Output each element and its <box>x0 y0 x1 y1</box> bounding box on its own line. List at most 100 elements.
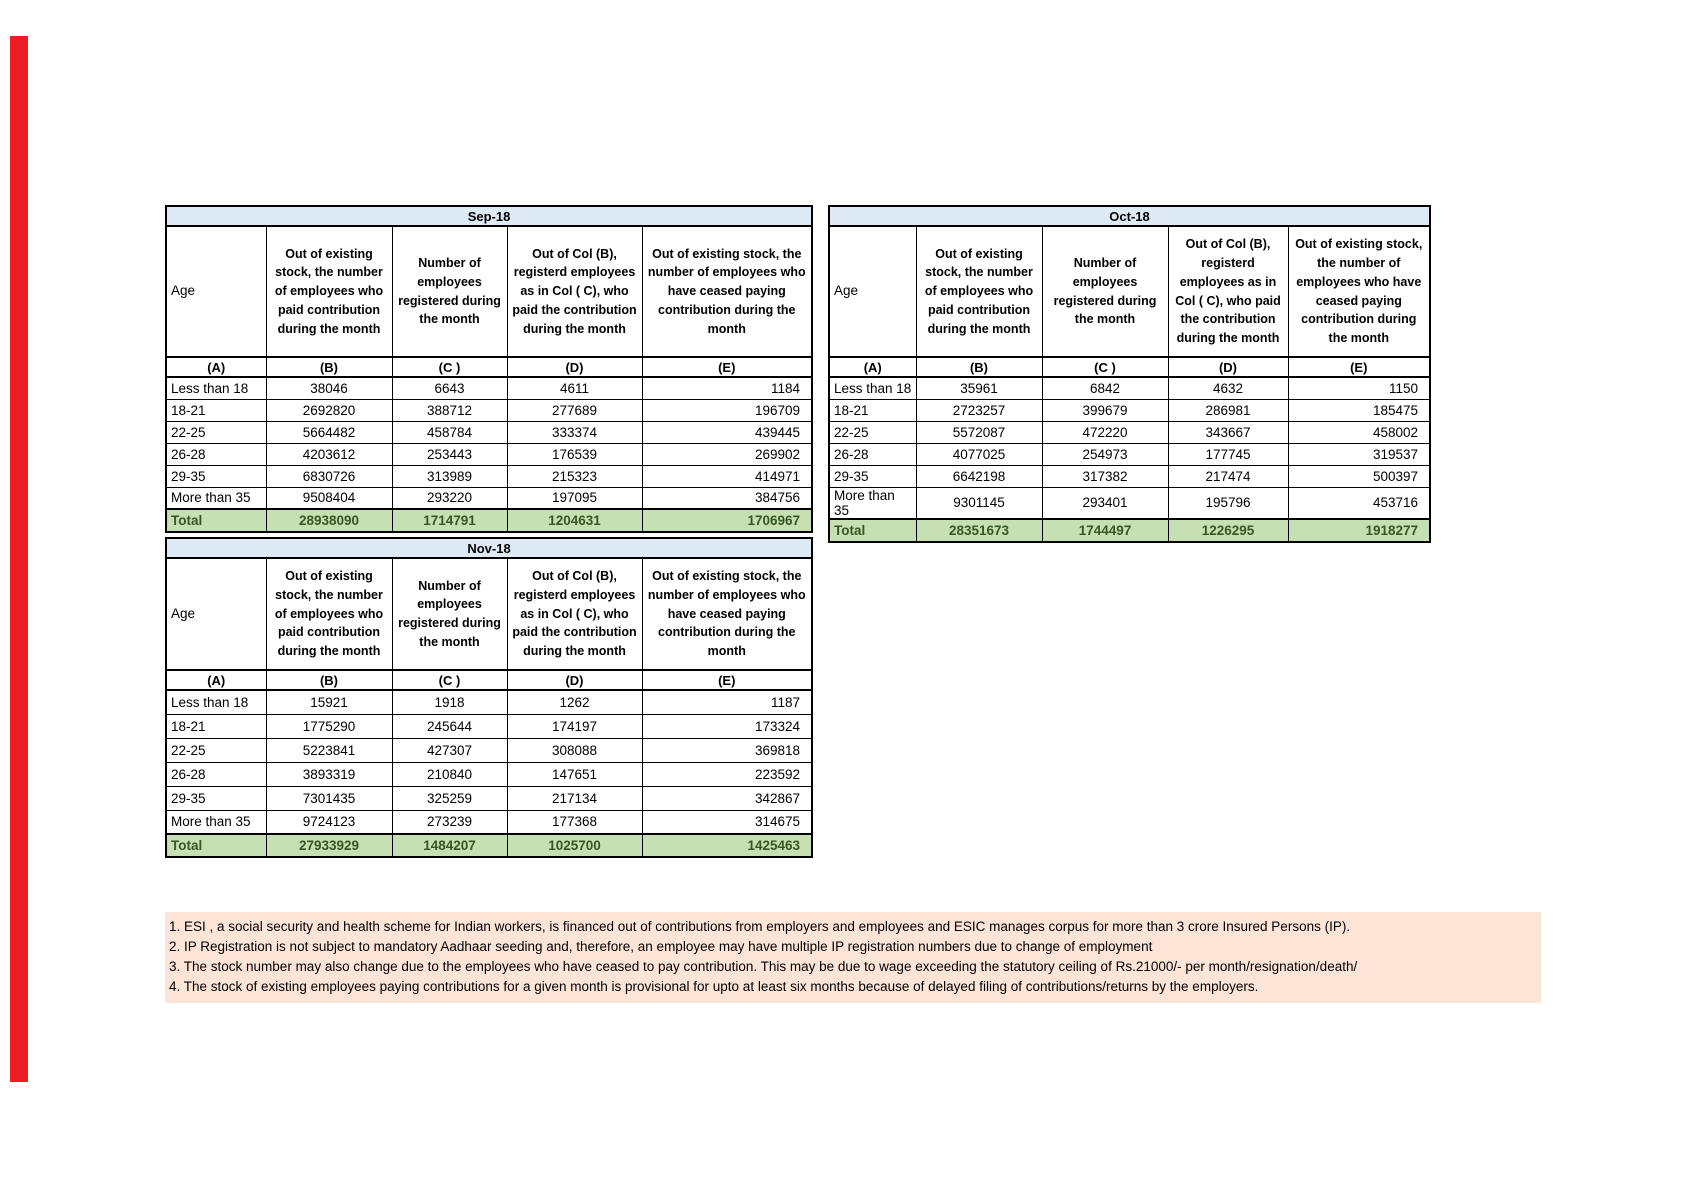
cell-value-e: 223592 <box>641 761 813 787</box>
cell-value-b: 35961 <box>915 376 1043 400</box>
cell-value-b: 4077025 <box>915 442 1043 466</box>
cell-value-b: 5223841 <box>265 737 393 763</box>
cell-age-group: 29-35 <box>165 785 267 811</box>
cell-value-d: 217474 <box>1167 464 1289 488</box>
table-row: 22-25 5664482 458784 333374 439445 <box>165 420 813 444</box>
cell-age-group: More than 35 <box>165 809 267 835</box>
cell-value-d: 308088 <box>506 737 643 763</box>
col-letter-b: (B) <box>265 356 393 378</box>
cell-value-d: 217134 <box>506 785 643 811</box>
table-nov-18: Nov-18 Age Out of existing stock, the numb… <box>165 537 814 858</box>
total-label: Total <box>165 508 267 533</box>
cell-value-e: 173324 <box>641 713 813 739</box>
cell-value-c: 245644 <box>391 713 508 739</box>
cell-value-e: 269902 <box>641 442 813 466</box>
cell-value-b: 9724123 <box>265 809 393 835</box>
col-header-c: Number of employees registered during th… <box>1041 225 1169 358</box>
cell-age-group: 18-21 <box>165 398 267 422</box>
col-letter-d: (D) <box>1167 356 1289 378</box>
total-value-e: 1706967 <box>641 508 813 533</box>
col-letter-d: (D) <box>506 669 643 691</box>
table-oct-18: Oct-18 Age Out of existing stock, the numb… <box>828 205 1432 543</box>
cell-age-group: More than 35 <box>165 486 267 510</box>
cell-value-d: 1262 <box>506 689 643 715</box>
total-value-c: 1744497 <box>1041 517 1169 542</box>
total-row: Total 28938090 1714791 1204631 1706967 <box>165 508 813 533</box>
cell-age-group: 26-28 <box>828 442 917 466</box>
total-value-e: 1918277 <box>1287 517 1431 542</box>
col-header-b: Out of existing stock, the number of emp… <box>265 557 393 671</box>
cell-value-c: 427307 <box>391 737 508 763</box>
month-header: Sep-18 <box>165 205 813 227</box>
col-header-c: Number of employees registered during th… <box>391 225 508 358</box>
cell-value-d: 177745 <box>1167 442 1289 466</box>
col-header-b: Out of existing stock, the number of emp… <box>915 225 1043 358</box>
cell-value-c: 313989 <box>391 464 508 488</box>
table-row: Less than 18 35961 6842 4632 1150 <box>828 376 1431 400</box>
cell-value-d: 4632 <box>1167 376 1289 400</box>
month-data-table: Nov-18 Age Out of existing stock, the numb… <box>165 537 814 858</box>
col-letter-b: (B) <box>265 669 393 691</box>
cell-value-b: 6642198 <box>915 464 1043 488</box>
cell-value-c: 317382 <box>1041 464 1169 488</box>
month-data-table: Sep-18 Age Out of existing stock, the numb… <box>165 205 814 533</box>
col-header-e: Out of existing stock, the number of emp… <box>641 557 813 671</box>
column-description-row: Age Out of existing stock, the number of … <box>165 557 813 671</box>
total-value-c: 1714791 <box>391 508 508 533</box>
table-row: 18-21 2723257 399679 286981 185475 <box>828 398 1431 422</box>
cell-value-c: 472220 <box>1041 420 1169 444</box>
total-value-d: 1226295 <box>1167 517 1289 542</box>
table-row: More than 35 9301145 293401 195796 453716 <box>828 486 1431 519</box>
cell-age-group: 18-21 <box>828 398 917 422</box>
cell-value-e: 342867 <box>641 785 813 811</box>
cell-value-e: 1187 <box>641 689 813 715</box>
cell-value-d: 176539 <box>506 442 643 466</box>
cell-value-c: 293401 <box>1041 486 1169 519</box>
cell-age-group: 26-28 <box>165 442 267 466</box>
cell-age-group: 22-25 <box>165 420 267 444</box>
table-row: 29-35 7301435 325259 217134 342867 <box>165 785 813 811</box>
cell-value-d: 286981 <box>1167 398 1289 422</box>
col-header-d: Out of Col (B), registerd employees as i… <box>1167 225 1289 358</box>
cell-value-d: 343667 <box>1167 420 1289 444</box>
table-row: 29-35 6642198 317382 217474 500397 <box>828 464 1431 488</box>
cell-value-d: 197095 <box>506 486 643 510</box>
column-description-row: Age Out of existing stock, the number of … <box>828 225 1431 358</box>
month-header-row: Nov-18 <box>165 537 813 559</box>
total-value-e: 1425463 <box>641 833 813 858</box>
cell-value-c: 1918 <box>391 689 508 715</box>
month-header-row: Oct-18 <box>828 205 1431 227</box>
col-letter-e: (E) <box>641 356 813 378</box>
table-row: 22-25 5223841 427307 308088 369818 <box>165 737 813 763</box>
cell-value-c: 293220 <box>391 486 508 510</box>
column-letters-row: (A) (B) (C ) (D) (E) <box>165 356 813 378</box>
cell-value-b: 2723257 <box>915 398 1043 422</box>
col-header-e: Out of existing stock, the number of emp… <box>641 225 813 358</box>
total-label: Total <box>165 833 267 858</box>
col-letter-c: (C ) <box>1041 356 1169 378</box>
table-row: 26-28 3893319 210840 147651 223592 <box>165 761 813 787</box>
cell-value-c: 6842 <box>1041 376 1169 400</box>
cell-value-c: 254973 <box>1041 442 1169 466</box>
col-letter-e: (E) <box>1287 356 1431 378</box>
cell-value-b: 38046 <box>265 376 393 400</box>
cell-value-d: 4611 <box>506 376 643 400</box>
cell-age-group: 18-21 <box>165 713 267 739</box>
cell-age-group: Less than 18 <box>165 689 267 715</box>
table-row: 29-35 6830726 313989 215323 414971 <box>165 464 813 488</box>
column-letters-row: (A) (B) (C ) (D) (E) <box>165 669 813 691</box>
cell-value-c: 253443 <box>391 442 508 466</box>
footnote-line: 3. The stock number may also change due … <box>169 959 1358 974</box>
col-letter-age: (A) <box>828 356 917 378</box>
cell-value-d: 174197 <box>506 713 643 739</box>
cell-value-c: 210840 <box>391 761 508 787</box>
cell-value-b: 2692820 <box>265 398 393 422</box>
cell-value-d: 147651 <box>506 761 643 787</box>
cell-value-e: 369818 <box>641 737 813 763</box>
cell-value-c: 325259 <box>391 785 508 811</box>
cell-value-e: 458002 <box>1287 420 1431 444</box>
col-letter-b: (B) <box>915 356 1043 378</box>
cell-value-c: 273239 <box>391 809 508 835</box>
col-header-b: Out of existing stock, the number of emp… <box>265 225 393 358</box>
